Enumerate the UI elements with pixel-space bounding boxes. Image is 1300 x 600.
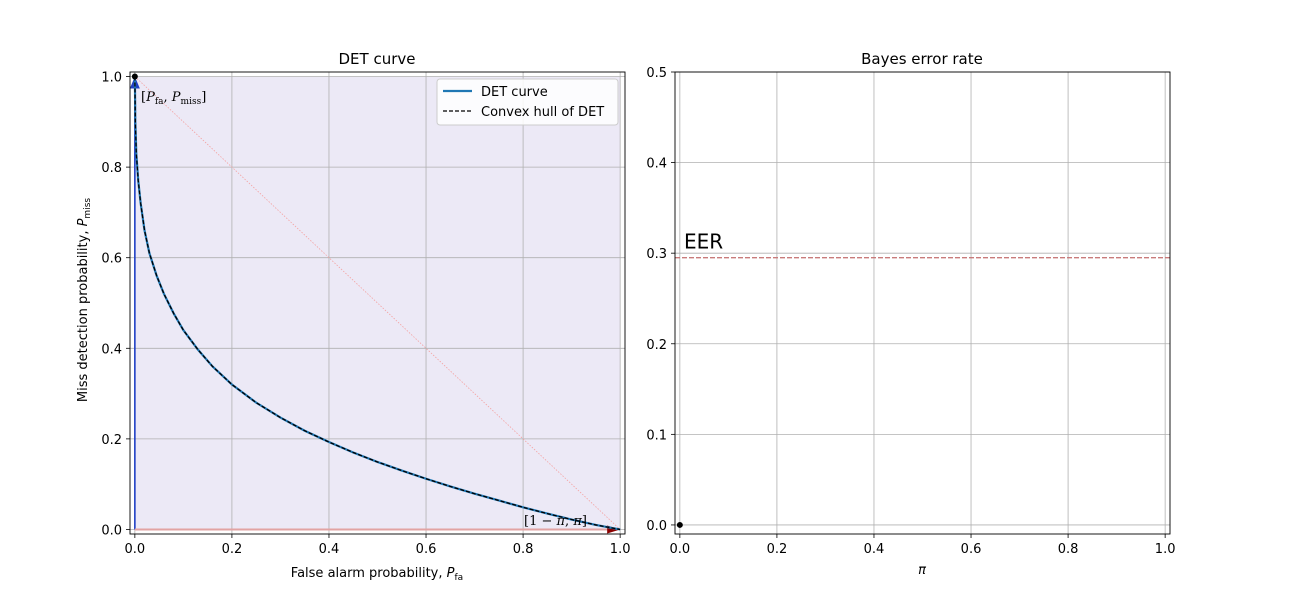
bayes-ytick-label: 0.4 — [646, 157, 667, 172]
bayes-xtick-label: 0.0 — [670, 542, 691, 557]
det-xtick-label: 0.8 — [513, 542, 534, 557]
bayes-ticks: 0.0 0.2 0.4 0.6 0.8 1.0 0.0 0.1 0.2 0.3 0.4 0.5 — [646, 66, 1175, 557]
bayes-xtick-label: 0.8 — [1058, 542, 1079, 557]
bayes-ytick-label: 0.3 — [646, 247, 667, 262]
det-operating-point — [131, 73, 138, 80]
det-legend: DET curve Convex hull of DET — [436, 78, 619, 126]
bayes-xtick-label: 0.6 — [961, 542, 982, 557]
bayes-ytick-label: 0.1 — [646, 428, 667, 443]
det-panel: DET curve 0.0 0.2 0.4 0.6 0.8 1.0 0.0 0.2 0.4 0.6… — [76, 50, 630, 583]
convex-hull-line — [134, 76, 621, 531]
det-xlabel: False alarm probability, Pfa — [291, 566, 463, 583]
bayes-xtick-label: 0.4 — [864, 542, 885, 557]
det-title: DET curve — [339, 50, 416, 68]
bayes-xtick-label: 0.2 — [767, 542, 788, 557]
bayes-origin-point — [676, 521, 683, 528]
bayes-grid — [675, 71, 1170, 534]
pi-annotation: [1 − π, π] — [524, 514, 587, 529]
det-xtick-label: 0.6 — [416, 542, 437, 557]
legend-det-label: DET curve — [481, 85, 548, 100]
eer-label: EER — [684, 230, 723, 254]
det-diagonal-line — [134, 76, 621, 530]
legend-hull-label: Convex hull of DET — [481, 105, 604, 120]
det-grid — [130, 72, 625, 534]
det-ytick-label: 0.0 — [101, 523, 122, 538]
bayes-ytick-label: 0.2 — [646, 338, 667, 353]
det-ytick-label: 0.4 — [101, 342, 122, 357]
det-ticks: 0.0 0.2 0.4 0.6 0.8 1.0 0.0 0.2 0.4 0.6 0.8 1.0 — [101, 71, 630, 557]
bayes-title: Bayes error rate — [861, 50, 983, 68]
det-xtick-label: 0.2 — [222, 542, 243, 557]
bayes-axes-frame — [674, 71, 1171, 535]
det-ytick-label: 1.0 — [101, 71, 122, 86]
det-ylabel: Miss detection probability, Pmiss — [76, 198, 93, 402]
det-ytick-label: 0.2 — [101, 433, 122, 448]
bayes-xlabel: π — [918, 563, 926, 578]
bayes-ytick-label: 0.0 — [646, 519, 667, 534]
det-xtick-label: 0.0 — [125, 542, 146, 557]
det-xtick-label: 1.0 — [610, 542, 631, 557]
det-ytick-label: 0.6 — [101, 252, 122, 267]
legend-box — [436, 78, 619, 126]
det-xtick-label: 0.4 — [319, 542, 340, 557]
det-ytick-label: 0.8 — [101, 161, 122, 176]
bayes-panel: Bayes error rate 0.0 0.2 0.4 0.6 0.8 1.00.00.… — [646, 50, 1175, 578]
bayes-xtick-label: 1.0 — [1155, 542, 1176, 557]
bayes-ytick-label: 0.5 — [646, 66, 667, 81]
det-axes-frame — [129, 71, 626, 535]
